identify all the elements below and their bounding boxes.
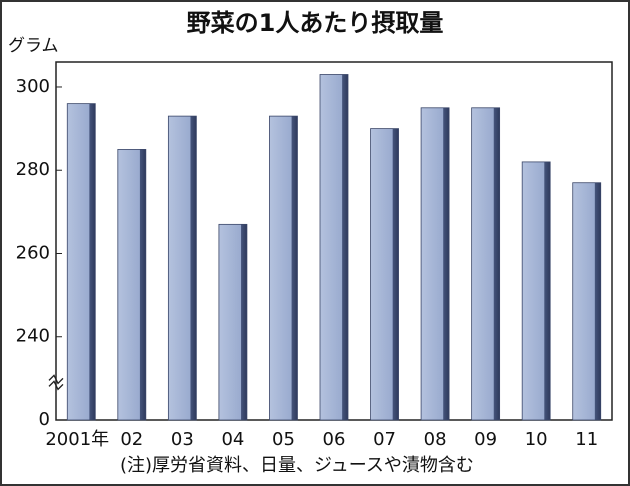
bar <box>572 182 602 421</box>
x-tick-label: 03 <box>171 429 194 450</box>
bar <box>319 74 349 421</box>
x-tick-label: 07 <box>373 429 396 450</box>
bar <box>269 115 298 421</box>
bar <box>66 103 96 421</box>
x-tick-label: 04 <box>221 429 244 450</box>
x-tick-label: 09 <box>474 429 497 450</box>
y-tick-label: 0 <box>39 409 50 430</box>
y-tick-label: 260 <box>16 242 50 263</box>
bar <box>167 115 197 421</box>
axis-break <box>48 374 64 391</box>
chart-title: 野菜の1人あたり摂取量 <box>187 9 444 37</box>
bar <box>117 149 147 421</box>
x-tick-label: 06 <box>323 429 346 450</box>
x-tick-label: 10 <box>525 429 548 450</box>
bar <box>218 223 248 421</box>
y-unit: グラム <box>8 36 59 56</box>
bar <box>370 128 399 421</box>
y-tick-label: 280 <box>16 159 50 180</box>
x-tick-label: 05 <box>272 429 295 450</box>
x-tick-label: 2001年 <box>45 429 109 450</box>
bar <box>521 161 551 421</box>
bar <box>420 107 450 421</box>
bar <box>471 107 501 421</box>
x-tick-label: 02 <box>120 429 143 450</box>
y-tick-label: 240 <box>16 326 50 347</box>
note: (注)厚労省資料、日量、ジュースや漬物含む <box>120 455 474 476</box>
y-tick-label: 300 <box>16 76 50 97</box>
x-tick-label: 11 <box>575 429 598 450</box>
x-tick-label: 08 <box>424 429 447 450</box>
